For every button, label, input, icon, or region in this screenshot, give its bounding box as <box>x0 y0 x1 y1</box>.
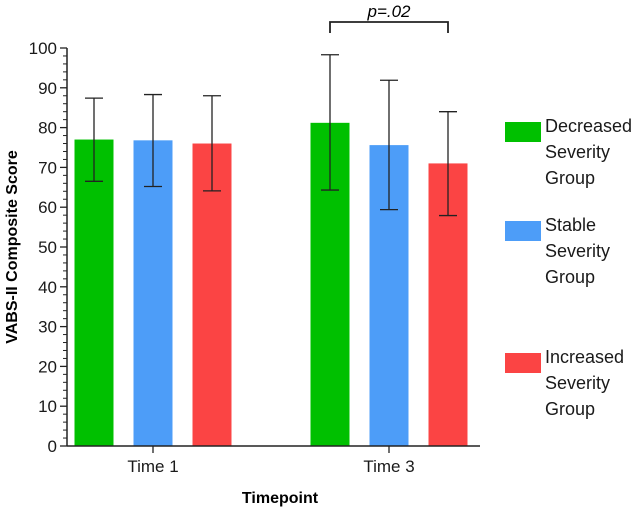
y-axis-title: VABS-II Composite Score <box>4 150 21 344</box>
bar-time-1-series-3 <box>192 143 232 446</box>
legend-label: Increased <box>545 347 624 367</box>
x-tick-label: Time 1 <box>127 457 178 476</box>
legend-swatch <box>505 353 541 373</box>
y-tick-label: 80 <box>38 119 57 138</box>
y-tick-label: 70 <box>38 158 57 177</box>
significance-annotation: p=.02 <box>329 2 449 33</box>
y-tick-label: 40 <box>38 278 57 297</box>
y-tick-label: 10 <box>38 397 57 416</box>
legend-label: Severity <box>545 142 610 162</box>
legend-label: Group <box>545 399 595 419</box>
y-tick-label: 20 <box>38 357 57 376</box>
bars-layer <box>74 122 468 447</box>
legend-label: Group <box>545 267 595 287</box>
legend-label: Severity <box>545 241 610 261</box>
x-tick-label: Time 3 <box>363 457 414 476</box>
error-bars-layer <box>85 54 457 217</box>
y-tick-label: 50 <box>38 238 57 257</box>
y-tick-label: 60 <box>38 198 57 217</box>
legend-swatch <box>505 221 541 241</box>
bar-time-1-series-2 <box>133 140 173 446</box>
y-tick-label: 90 <box>38 79 57 98</box>
x-axis: Time 1 Time 3 <box>67 445 480 476</box>
legend-label: Severity <box>545 373 610 393</box>
legend-label: Stable <box>545 215 596 235</box>
legend-swatch <box>505 122 541 142</box>
significance-bracket <box>329 21 449 33</box>
y-tick-label: 0 <box>48 437 57 456</box>
y-tick-label: 100 <box>29 39 57 58</box>
bar-time-1-series-1 <box>74 139 114 447</box>
legend: Decreased Severity Group Stable Severity Grou… <box>505 116 632 419</box>
legend-label: Group <box>545 168 595 188</box>
legend-label: Decreased <box>545 116 632 136</box>
y-axis: 0 10 20 30 40 50 60 70 80 90 100 <box>29 39 68 456</box>
significance-label: p=.02 <box>366 2 411 21</box>
y-tick-label: 30 <box>38 318 57 337</box>
x-axis-title: Timepoint <box>242 490 319 507</box>
